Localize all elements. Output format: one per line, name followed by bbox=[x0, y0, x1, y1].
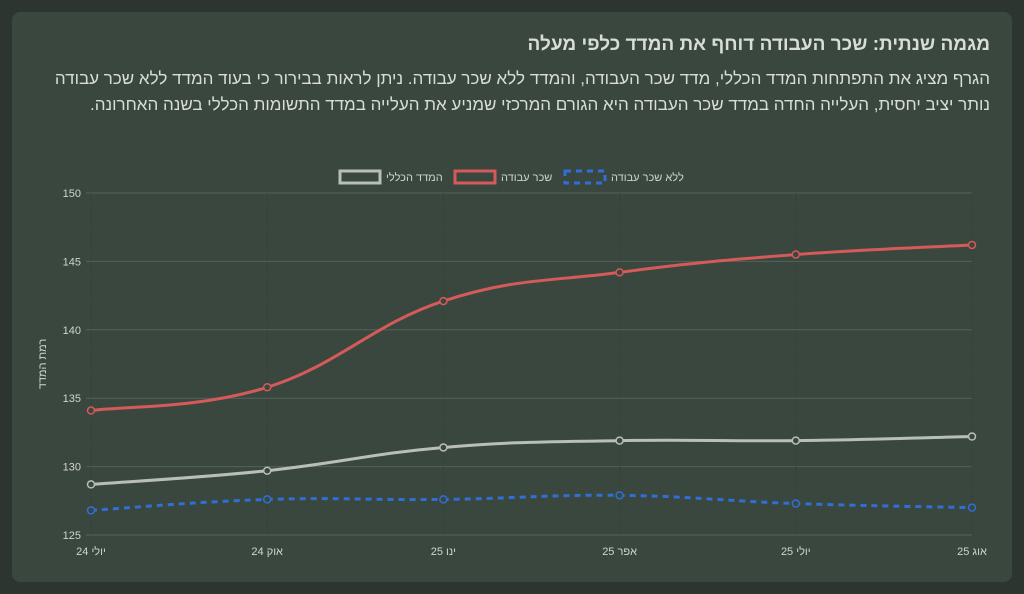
chart-card: מגמה שנתית: שכר העבודה דוחף את המדד כלפי… bbox=[12, 12, 1012, 582]
series-line-0 bbox=[90, 435, 973, 486]
x-tick-label: יולי 24 bbox=[76, 545, 106, 558]
series-line-2 bbox=[90, 493, 973, 512]
data-point bbox=[86, 506, 96, 515]
data-point bbox=[262, 383, 272, 392]
data-point bbox=[967, 240, 977, 250]
legend-label: ללא שכר עבודה bbox=[611, 171, 684, 184]
y-tick-label: 140 bbox=[63, 325, 81, 337]
data-point bbox=[439, 296, 448, 306]
y-tick-label: 125 bbox=[63, 530, 81, 542]
y-tick-label: 135 bbox=[63, 393, 81, 405]
data-point bbox=[86, 406, 96, 415]
y-tick-label: 145 bbox=[63, 256, 81, 268]
chart-title: מגמה שנתית: שכר העבודה דוחף את המדד כלפי… bbox=[527, 34, 990, 55]
data-point bbox=[791, 436, 801, 445]
data-point bbox=[967, 432, 977, 441]
x-tick-label: אוק 24 bbox=[251, 546, 283, 558]
y-axis-title: רמת המדד bbox=[37, 339, 49, 389]
data-point bbox=[791, 250, 801, 259]
data-point bbox=[615, 436, 624, 445]
legend-swatch bbox=[563, 169, 607, 185]
x-tick-label: אוג 25 bbox=[957, 546, 987, 558]
legend-swatch bbox=[338, 169, 382, 185]
legend-label: שכר עבודה bbox=[501, 172, 552, 184]
x-tick-label: אפר 25 bbox=[602, 546, 637, 558]
data-point bbox=[439, 443, 448, 452]
y-tick-label: 130 bbox=[63, 462, 81, 474]
x-tick-label: יולי 25 bbox=[781, 545, 811, 558]
y-tick-label: 150 bbox=[63, 188, 81, 200]
data-point bbox=[262, 466, 272, 475]
legend-label: המדד הכללי bbox=[386, 171, 443, 184]
legend-swatch bbox=[453, 169, 497, 185]
data-point bbox=[86, 480, 96, 489]
chart-description: הגרף מציג את התפתחות המדד הכללי, מדד שכר… bbox=[54, 69, 990, 114]
x-tick-label: ינו 25 bbox=[431, 546, 456, 558]
series-line-1 bbox=[90, 243, 973, 412]
data-point bbox=[791, 499, 801, 508]
data-point bbox=[967, 503, 977, 512]
data-point bbox=[262, 495, 272, 504]
data-point bbox=[439, 495, 448, 504]
data-point bbox=[615, 268, 624, 277]
data-point bbox=[615, 491, 624, 500]
